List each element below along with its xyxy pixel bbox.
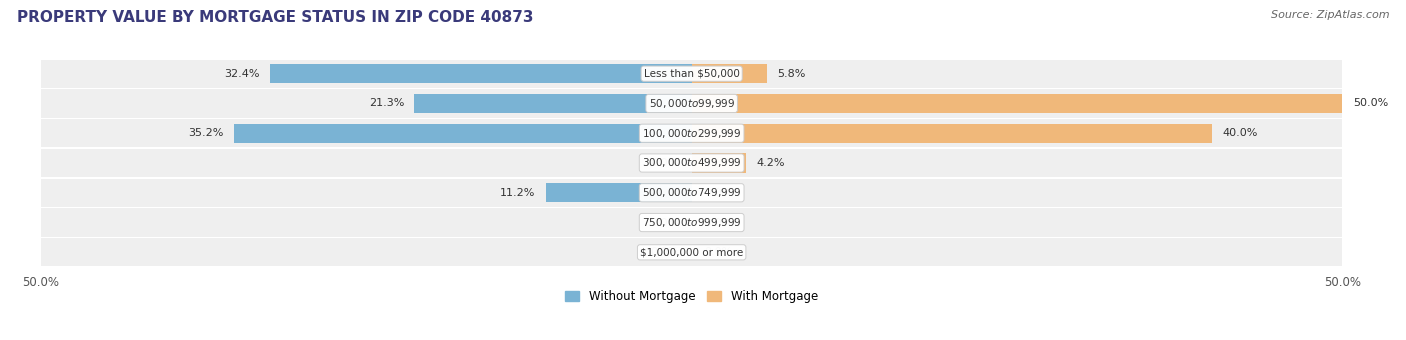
- Text: 11.2%: 11.2%: [501, 188, 536, 198]
- Text: $750,000 to $999,999: $750,000 to $999,999: [643, 216, 741, 229]
- Text: 0.0%: 0.0%: [651, 247, 679, 257]
- Bar: [692, 64, 768, 83]
- Bar: [41, 149, 1343, 177]
- Bar: [546, 183, 692, 202]
- Bar: [41, 59, 1343, 88]
- Text: 40.0%: 40.0%: [1223, 128, 1258, 138]
- Text: $300,000 to $499,999: $300,000 to $499,999: [643, 156, 741, 169]
- Bar: [41, 238, 1343, 267]
- Bar: [41, 178, 1343, 207]
- Bar: [41, 119, 1343, 147]
- Text: $1,000,000 or more: $1,000,000 or more: [640, 247, 744, 257]
- Text: PROPERTY VALUE BY MORTGAGE STATUS IN ZIP CODE 40873: PROPERTY VALUE BY MORTGAGE STATUS IN ZIP…: [17, 10, 533, 25]
- Text: 0.0%: 0.0%: [704, 247, 733, 257]
- Text: 4.2%: 4.2%: [756, 158, 785, 168]
- Bar: [692, 123, 1212, 143]
- Text: 0.0%: 0.0%: [651, 158, 679, 168]
- Text: 50.0%: 50.0%: [1353, 99, 1388, 108]
- Text: Source: ZipAtlas.com: Source: ZipAtlas.com: [1271, 10, 1389, 20]
- Text: $500,000 to $749,999: $500,000 to $749,999: [643, 186, 741, 199]
- Text: Less than $50,000: Less than $50,000: [644, 69, 740, 79]
- Text: 0.0%: 0.0%: [704, 218, 733, 227]
- Text: 21.3%: 21.3%: [368, 99, 404, 108]
- Bar: [692, 153, 747, 173]
- Bar: [41, 89, 1343, 118]
- Legend: Without Mortgage, With Mortgage: Without Mortgage, With Mortgage: [565, 290, 818, 303]
- Text: 0.0%: 0.0%: [704, 188, 733, 198]
- Text: 5.8%: 5.8%: [778, 69, 806, 79]
- Bar: [270, 64, 692, 83]
- Bar: [233, 123, 692, 143]
- Text: 35.2%: 35.2%: [188, 128, 224, 138]
- Text: 32.4%: 32.4%: [224, 69, 260, 79]
- Bar: [415, 94, 692, 113]
- Bar: [692, 94, 1343, 113]
- Text: 0.0%: 0.0%: [651, 218, 679, 227]
- Text: $50,000 to $99,999: $50,000 to $99,999: [648, 97, 735, 110]
- Text: $100,000 to $299,999: $100,000 to $299,999: [643, 127, 741, 140]
- Bar: [41, 208, 1343, 237]
